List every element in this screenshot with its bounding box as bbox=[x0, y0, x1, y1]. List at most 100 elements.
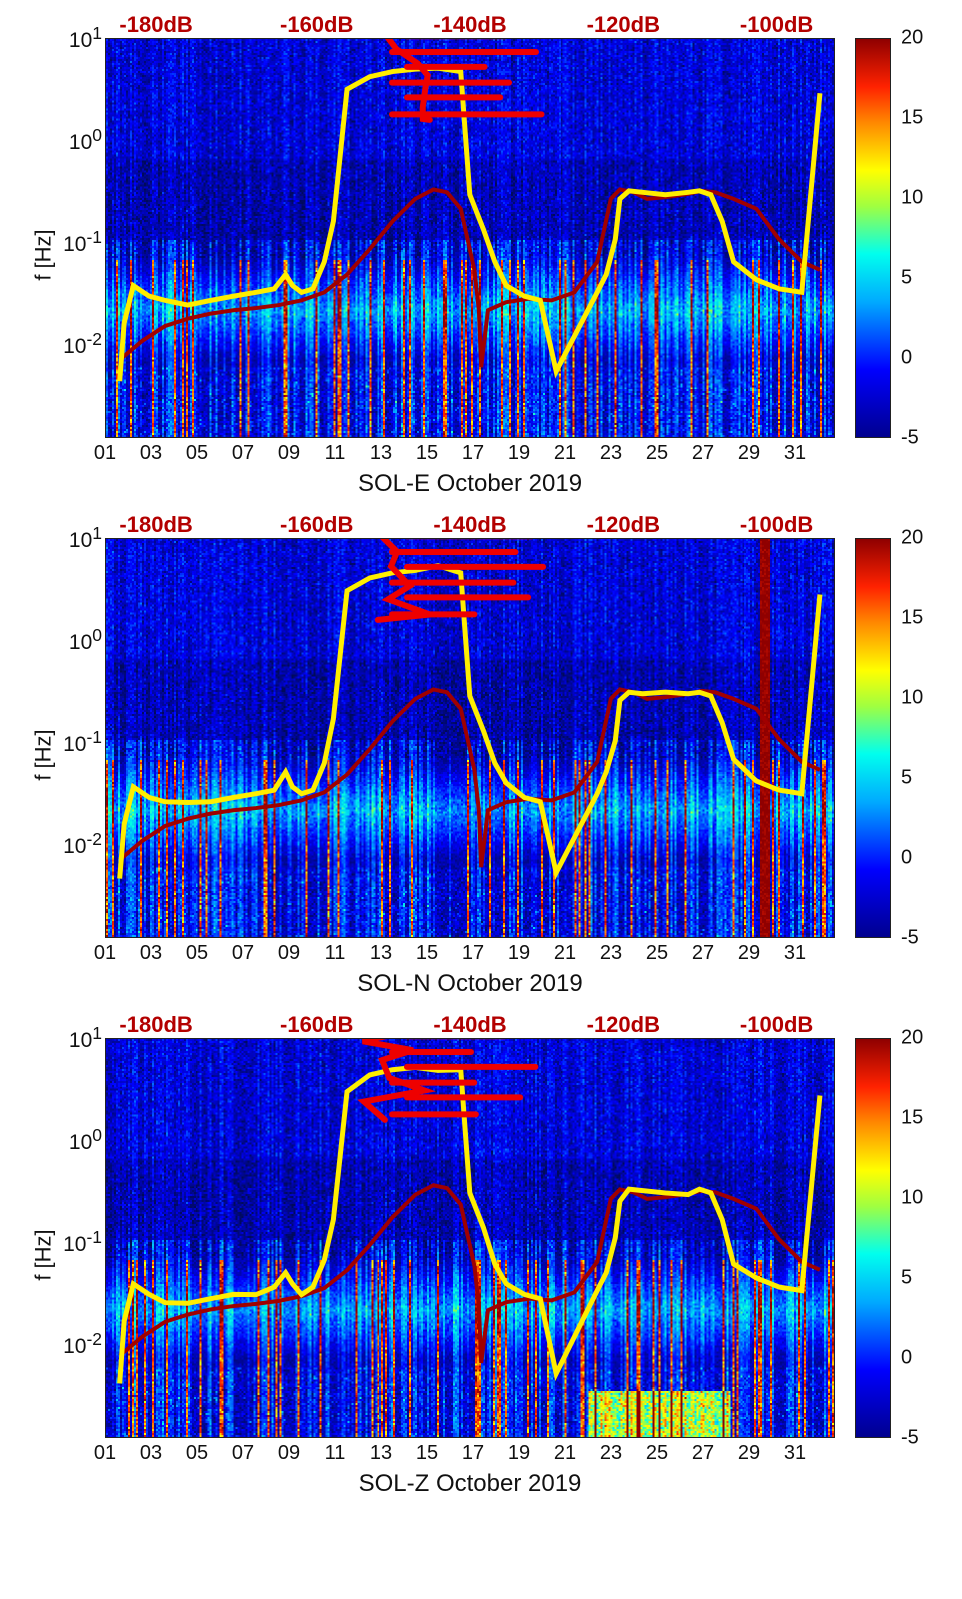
colorbar-sol-z[interactable]: 20 15 10 5 0 -5 bbox=[855, 1038, 891, 1438]
x-tick-4-sol-e: 09 bbox=[278, 442, 300, 465]
x-tick-10-sol-z: 21 bbox=[554, 1442, 576, 1465]
x-tick-2-sol-n: 05 bbox=[186, 942, 208, 965]
x-tick-3-sol-z: 07 bbox=[232, 1442, 254, 1465]
colorbar-tick-15-sol-e: 15 bbox=[901, 107, 923, 130]
x-tick-15-sol-z: 31 bbox=[784, 1442, 806, 1465]
spectrogram-plot-sol-z[interactable] bbox=[105, 1038, 835, 1438]
top-axis-label-2: -140dB bbox=[433, 12, 506, 38]
colorbar-sol-e[interactable]: 20 15 10 5 0 -5 bbox=[855, 38, 891, 438]
x-tick-10-sol-e: 21 bbox=[554, 442, 576, 465]
colorbar-tick-10-sol-e: 10 bbox=[901, 187, 923, 210]
top-axis-label2-0: -180dB bbox=[119, 512, 192, 538]
x-tick-9-sol-n: 19 bbox=[508, 942, 530, 965]
colorbar-gradient-sol-n bbox=[855, 538, 891, 938]
panel-sol-z: -180dB -160dB -140dB -120dB -100dB f [Hz… bbox=[10, 1010, 952, 1500]
x-tick-15-sol-n: 31 bbox=[784, 942, 806, 965]
x-tick-13-sol-n: 27 bbox=[692, 942, 714, 965]
top-axis-label3-4: -100dB bbox=[740, 1012, 813, 1038]
panel-title-sol-n: SOL-N October 2019 bbox=[105, 970, 835, 998]
x-tick-6-sol-e: 13 bbox=[370, 442, 392, 465]
colorbar-tick-neg5-sol-z: -5 bbox=[901, 1427, 919, 1450]
x-tick-14-sol-z: 29 bbox=[738, 1442, 760, 1465]
top-axis-label-4: -100dB bbox=[740, 12, 813, 38]
x-tick-3-sol-n: 07 bbox=[232, 942, 254, 965]
colorbar-tick-15-sol-n: 15 bbox=[901, 607, 923, 630]
colorbar-tick-neg5-sol-e: -5 bbox=[901, 427, 919, 450]
y-tick-10^-1-sol-n: 10-1 bbox=[42, 727, 102, 757]
x-tick-5-sol-z: 11 bbox=[325, 1442, 346, 1465]
colorbar-sol-n[interactable]: 20 15 10 5 0 -5 bbox=[855, 538, 891, 938]
y-tick-10^-1-sol-z: 10-1 bbox=[42, 1227, 102, 1257]
x-tick-6-sol-n: 13 bbox=[370, 942, 392, 965]
x-tick-12-sol-n: 25 bbox=[646, 942, 668, 965]
x-tick-7-sol-z: 15 bbox=[416, 1442, 438, 1465]
x-tick-8-sol-n: 17 bbox=[462, 942, 484, 965]
x-tick-14-sol-n: 29 bbox=[738, 942, 760, 965]
top-axis-label2-3: -120dB bbox=[587, 512, 660, 538]
top-axis-labels-sol-e: -180dB -160dB -140dB -120dB -100dB bbox=[105, 12, 835, 32]
top-axis-label-3: -120dB bbox=[587, 12, 660, 38]
top-axis-label3-0: -180dB bbox=[119, 1012, 192, 1038]
x-tick-1-sol-n: 03 bbox=[140, 942, 162, 965]
y-tick-10^-1-sol-e: 10-1 bbox=[42, 227, 102, 257]
x-tick-0-sol-z: 01 bbox=[94, 1442, 116, 1465]
x-tick-4-sol-z: 09 bbox=[278, 1442, 300, 1465]
colorbar-tick-10-sol-z: 10 bbox=[901, 1187, 923, 1210]
top-axis-label3-3: -120dB bbox=[587, 1012, 660, 1038]
colorbar-tick-0-sol-e: 0 bbox=[901, 347, 912, 370]
x-tick-13-sol-e: 27 bbox=[692, 442, 714, 465]
y-tick-10^1-sol-e: 101 bbox=[42, 23, 102, 53]
colorbar-tick-0-sol-n: 0 bbox=[901, 847, 912, 870]
colorbar-tick-10-sol-n: 10 bbox=[901, 687, 923, 710]
y-tick-10^0-sol-e: 100 bbox=[42, 125, 102, 155]
x-tick-3-sol-e: 07 bbox=[232, 442, 254, 465]
colorbar-tick-0-sol-z: 0 bbox=[901, 1347, 912, 1370]
y-tick-10^-2-sol-z: 10-2 bbox=[42, 1329, 102, 1359]
y-tick-10^0-sol-n: 100 bbox=[42, 625, 102, 655]
y-tick-10^-2-sol-n: 10-2 bbox=[42, 829, 102, 859]
x-tick-11-sol-z: 23 bbox=[600, 1442, 622, 1465]
colorbar-gradient-sol-z bbox=[855, 1038, 891, 1438]
x-tick-8-sol-z: 17 bbox=[462, 1442, 484, 1465]
colorbar-tick-5-sol-e: 5 bbox=[901, 267, 912, 290]
top-axis-label2-2: -140dB bbox=[433, 512, 506, 538]
x-tick-10-sol-n: 21 bbox=[554, 942, 576, 965]
y-tick-10^1-sol-n: 101 bbox=[42, 523, 102, 553]
x-tick-12-sol-e: 25 bbox=[646, 442, 668, 465]
panel-title-sol-e: SOL-E October 2019 bbox=[105, 470, 835, 498]
top-axis-labels-sol-z: -180dB -160dB -140dB -120dB -100dB bbox=[105, 1012, 835, 1032]
figure-container: -180dB -160dB -140dB -120dB -100dB f [Hz… bbox=[10, 10, 952, 1510]
x-tick-11-sol-e: 23 bbox=[600, 442, 622, 465]
panel-sol-n: -180dB -160dB -140dB -120dB -100dB f [Hz… bbox=[10, 510, 952, 1000]
colorbar-tick-20-sol-z: 20 bbox=[901, 1027, 923, 1050]
x-tick-2-sol-e: 05 bbox=[186, 442, 208, 465]
x-tick-1-sol-z: 03 bbox=[140, 1442, 162, 1465]
y-tick-10^1-sol-z: 101 bbox=[42, 1023, 102, 1053]
x-tick-8-sol-e: 17 bbox=[462, 442, 484, 465]
x-tick-7-sol-e: 15 bbox=[416, 442, 438, 465]
colorbar-gradient-sol-e bbox=[855, 38, 891, 438]
x-tick-12-sol-z: 25 bbox=[646, 1442, 668, 1465]
x-tick-11-sol-n: 23 bbox=[600, 942, 622, 965]
x-tick-4-sol-n: 09 bbox=[278, 942, 300, 965]
top-axis-label2-1: -160dB bbox=[280, 512, 353, 538]
spectrogram-plot-sol-e[interactable] bbox=[105, 38, 835, 438]
top-axis-label-0: -180dB bbox=[119, 12, 192, 38]
x-tick-0-sol-n: 01 bbox=[94, 942, 116, 965]
x-tick-14-sol-e: 29 bbox=[738, 442, 760, 465]
y-tick-10^0-sol-z: 100 bbox=[42, 1125, 102, 1155]
colorbar-tick-neg5-sol-n: -5 bbox=[901, 927, 919, 950]
x-tick-9-sol-e: 19 bbox=[508, 442, 530, 465]
top-axis-label3-2: -140dB bbox=[433, 1012, 506, 1038]
x-tick-13-sol-z: 27 bbox=[692, 1442, 714, 1465]
colorbar-tick-20-sol-e: 20 bbox=[901, 27, 923, 50]
x-tick-1-sol-e: 03 bbox=[140, 442, 162, 465]
top-axis-label3-1: -160dB bbox=[280, 1012, 353, 1038]
panel-title-sol-z: SOL-Z October 2019 bbox=[105, 1470, 835, 1498]
x-tick-6-sol-z: 13 bbox=[370, 1442, 392, 1465]
x-tick-2-sol-z: 05 bbox=[186, 1442, 208, 1465]
spectrogram-plot-sol-n[interactable] bbox=[105, 538, 835, 938]
colorbar-tick-5-sol-z: 5 bbox=[901, 1267, 912, 1290]
x-tick-15-sol-e: 31 bbox=[784, 442, 806, 465]
top-axis-label-1: -160dB bbox=[280, 12, 353, 38]
